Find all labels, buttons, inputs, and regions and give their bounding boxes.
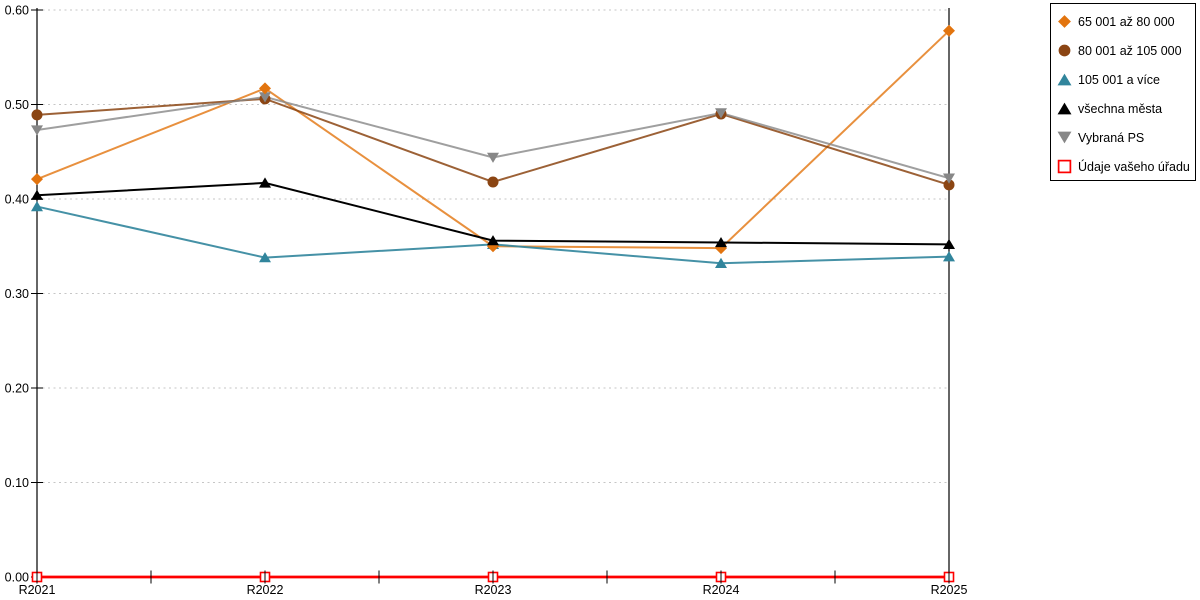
series-line [36,95,950,180]
legend-item: Údaje vašeho úřadu [1057,152,1195,181]
legend-marker-triangle-up-icon [1057,102,1072,115]
x-axis-label: R2022 [247,583,284,597]
data-point-circle-icon [943,179,955,191]
data-point-triangle-up-icon [31,201,43,212]
legend-marker-square-open-icon [1057,159,1072,174]
data-point-diamond-icon [31,173,43,186]
data-point-triangle-down-icon [31,125,43,136]
y-axis-label: 0.60 [5,4,29,18]
series-line [36,97,950,186]
legend-label: všechna města [1078,101,1163,116]
data-point-circle-icon [31,109,43,121]
y-axis-label: 0.00 [5,571,29,585]
legend-item: všechna města [1057,94,1195,123]
y-axis-label: 0.40 [5,193,29,207]
data-point-triangle-up-icon [259,177,271,188]
legend-item: 65 001 až 80 000 [1057,7,1195,36]
data-point-triangle-down-icon [943,173,955,184]
series-line [36,205,950,265]
legend-marker-triangle-up-icon [1057,73,1072,86]
data-point-triangle-down-icon [715,108,727,119]
data-point-triangle-up-icon [943,251,955,262]
legend-label: 65 001 až 80 000 [1078,14,1175,29]
legend-item: Vybraná PS [1057,123,1195,152]
legend-marker-circle-icon [1058,44,1071,57]
y-axis-label: 0.20 [5,382,29,396]
data-point-triangle-up-icon [715,236,727,248]
x-axis-label: R2024 [703,583,740,597]
legend-label: 80 001 až 105 000 [1078,43,1182,58]
data-point-triangle-down-icon [487,152,499,163]
x-axis-label: R2025 [931,583,968,597]
data-point-circle-icon [487,176,499,188]
data-point-triangle-up-icon [715,257,727,268]
data-point-triangle-up-icon [943,238,955,250]
legend-marker-diamond-icon [1058,15,1071,28]
data-point-triangle-up-icon [31,189,43,200]
legend-marker-triangle-down-icon [1057,131,1072,144]
legend-item: 80 001 až 105 000 [1057,36,1195,65]
data-point-triangle-up-icon [487,235,499,246]
x-axis-label: R2021 [19,583,56,597]
data-point-triangle-down-icon [259,92,271,103]
y-axis-label: 0.30 [5,287,29,301]
chart-legend: 65 001 až 80 000 80 001 až 105 000 105 001… [1050,3,1196,181]
y-axis-label: 0.50 [5,98,29,112]
legend-label: Údaje vašeho úřadu [1078,159,1190,174]
legend-label: Vybraná PS [1078,130,1145,145]
data-point-diamond-icon [259,82,271,95]
x-axis-label: R2023 [475,583,512,597]
y-axis-label: 0.10 [5,476,29,490]
legend-label: 105 001 a více [1078,72,1161,87]
legend-item: 105 001 a více [1057,65,1195,94]
data-point-triangle-up-icon [259,252,271,263]
data-point-diamond-icon [943,24,955,37]
